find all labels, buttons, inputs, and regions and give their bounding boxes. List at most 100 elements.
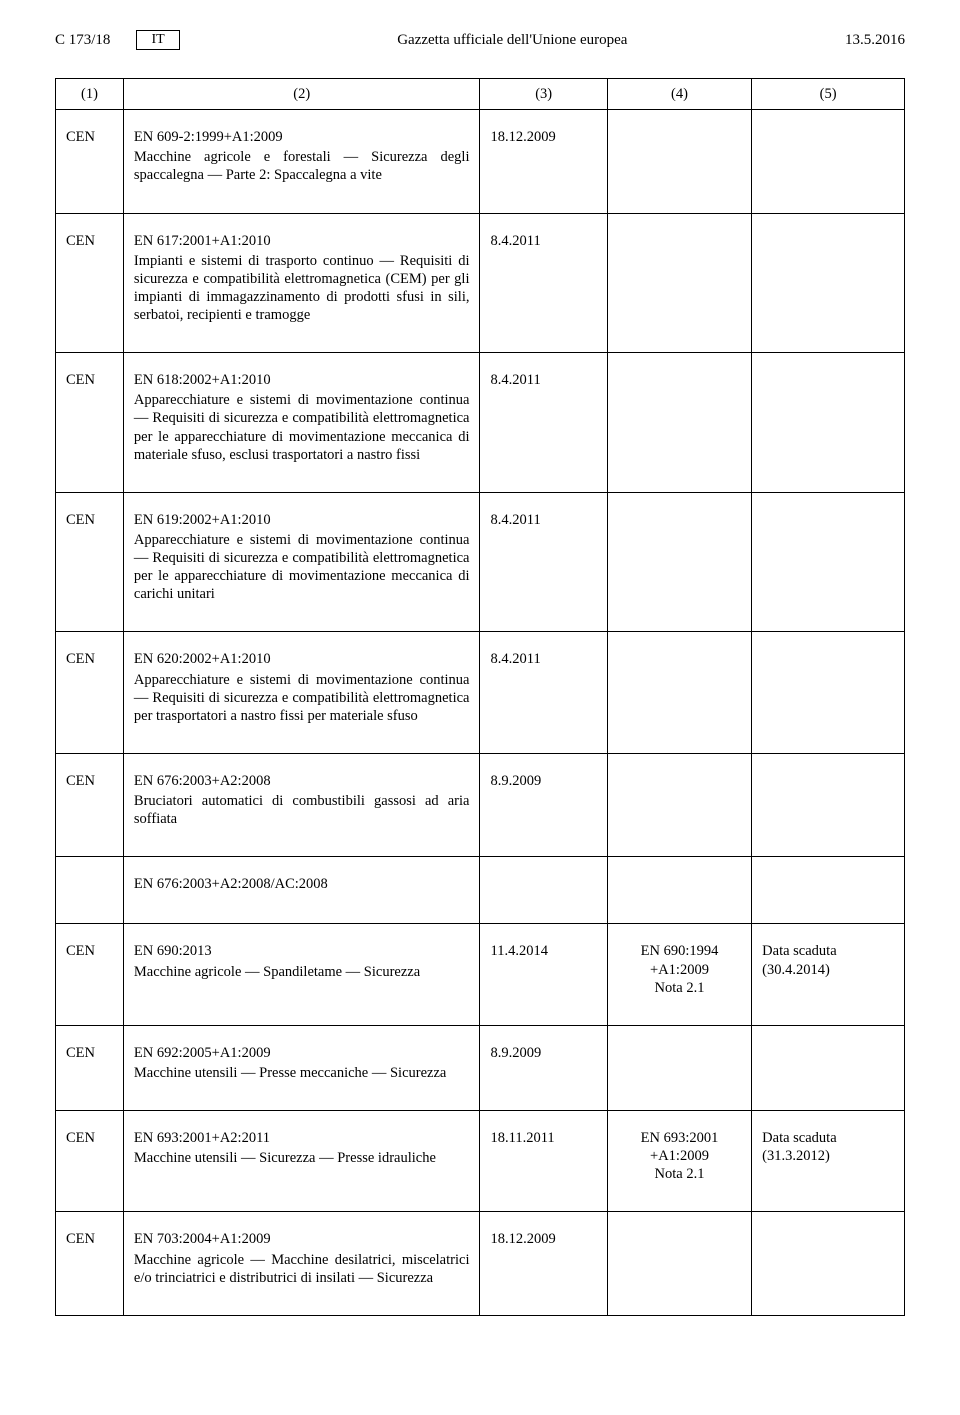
col-header-3: (3): [480, 79, 607, 110]
cell-date: 8.4.2011: [480, 632, 607, 754]
standard-description: Macchine agricole — Spandiletame — Sicur…: [134, 963, 470, 981]
table-row: CEN EN 619:2002+A1:2010 Apparecchiature e …: [56, 492, 905, 632]
cell-superseded: [607, 492, 751, 632]
standard-description: Apparecchiature e sistemi di movimentazi…: [134, 531, 470, 604]
cell-superseded: EN 690:1994+A1:2009Nota 2.1: [607, 924, 751, 1025]
page-reference: C 173/18: [55, 32, 110, 49]
standard-description: Apparecchiature e sistemi di movimentazi…: [134, 391, 470, 464]
cell-expiry: [752, 110, 905, 213]
col-header-1: (1): [56, 79, 124, 110]
header-left: C 173/18 IT: [55, 30, 180, 50]
cell-org: CEN: [56, 753, 124, 856]
cell-date: [480, 857, 607, 924]
table-body: CEN EN 609-2:1999+A1:2009 Macchine agricol…: [56, 110, 905, 1316]
standard-description: Impianti e sistemi di trasporto continuo…: [134, 252, 470, 325]
table-row: CENEN 676:2003+A2:2008Bruciatori automat…: [56, 753, 905, 856]
cell-standard: EN 692:2005+A1:2009 Macchine utensili — P…: [123, 1025, 480, 1110]
table-row: CEN EN 618:2002+A1:2010 Apparecchiature e …: [56, 353, 905, 493]
cell-date: 8.4.2011: [480, 353, 607, 493]
cell-standard: EN 676:2003+A2:2008Bruciatori automatici…: [123, 753, 480, 856]
cell-standard: EN 690:2013 Macchine agricole — Spandilet…: [123, 924, 480, 1025]
col-header-5: (5): [752, 79, 905, 110]
page: C 173/18 IT Gazzetta ufficiale dell'Unio…: [0, 0, 960, 1415]
header-title: Gazzetta ufficiale dell'Unione europea: [180, 32, 845, 49]
table-sub-row: EN 676:2003+A2:2008/AC:2008: [56, 857, 905, 924]
cell-standard: EN 693:2001+A2:2011 Macchine utensili — S…: [123, 1111, 480, 1212]
table-header-row: (1) (2) (3) (4) (5): [56, 79, 905, 110]
standard-description: Macchine agricole — Macchine desilatrici…: [134, 1251, 470, 1287]
page-header: C 173/18 IT Gazzetta ufficiale dell'Unio…: [55, 30, 905, 50]
cell-standard: EN 618:2002+A1:2010 Apparecchiature e sis…: [123, 353, 480, 493]
cell-standard: EN 676:2003+A2:2008/AC:2008: [123, 857, 480, 924]
cell-date: 18.11.2011: [480, 1111, 607, 1212]
cell-date: 8.9.2009: [480, 1025, 607, 1110]
table-row: CEN EN 692:2005+A1:2009 Macchine utensili …: [56, 1025, 905, 1110]
standard-description: Macchine utensili — Sicurezza — Presse i…: [134, 1149, 470, 1167]
cell-date: 18.12.2009: [480, 1212, 607, 1315]
standard-code: EN 617:2001+A1:2010: [134, 232, 470, 250]
table-row: CEN EN 617:2001+A1:2010 Impianti e sistemi…: [56, 213, 905, 353]
cell-expiry: [752, 353, 905, 493]
table-row: CEN EN 609-2:1999+A1:2009 Macchine agricol…: [56, 110, 905, 213]
cell-expiry: [752, 632, 905, 754]
col-header-4: (4): [607, 79, 751, 110]
cell-superseded: [607, 1025, 751, 1110]
standard-code: EN 618:2002+A1:2010: [134, 371, 470, 389]
cell-date: 11.4.2014: [480, 924, 607, 1025]
language-box: IT: [136, 30, 179, 50]
table-row: CEN EN 690:2013 Macchine agricole — Spandi…: [56, 924, 905, 1025]
standard-code: EN 619:2002+A1:2010: [134, 511, 470, 529]
cell-expiry: [752, 753, 905, 856]
standard-code: EN 609-2:1999+A1:2009: [134, 128, 470, 146]
cell-date: 8.4.2011: [480, 492, 607, 632]
cell-standard: EN 617:2001+A1:2010 Impianti e sistemi di…: [123, 213, 480, 353]
cell-org: [56, 857, 124, 924]
cell-date: 18.12.2009: [480, 110, 607, 213]
standard-code: EN 692:2005+A1:2009: [134, 1044, 470, 1062]
cell-standard: EN 619:2002+A1:2010 Apparecchiature e sis…: [123, 492, 480, 632]
table-row: CEN EN 620:2002+A1:2010 Apparecchiature e …: [56, 632, 905, 754]
cell-superseded: [607, 1212, 751, 1315]
cell-org: CEN: [56, 110, 124, 213]
cell-date: 8.4.2011: [480, 213, 607, 353]
header-date: 13.5.2016: [845, 32, 905, 49]
cell-superseded: EN 693:2001+A1:2009Nota 2.1: [607, 1111, 751, 1212]
standard-description: Macchine utensili — Presse meccaniche — …: [134, 1064, 470, 1082]
cell-superseded: [607, 857, 751, 924]
cell-org: CEN: [56, 353, 124, 493]
cell-org: CEN: [56, 632, 124, 754]
cell-standard: EN 703:2004+A1:2009 Macchine agricole — M…: [123, 1212, 480, 1315]
standard-description: Macchine agricole e forestali — Sicurezz…: [134, 148, 470, 184]
cell-expiry: Data scaduta(30.4.2014): [752, 924, 905, 1025]
cell-org: CEN: [56, 1212, 124, 1315]
standards-table: (1) (2) (3) (4) (5) CENEN 609-2:1999+A1:…: [55, 78, 905, 1316]
standard-code: EN 690:2013: [134, 942, 470, 960]
cell-superseded: [607, 110, 751, 213]
cell-org: CEN: [56, 1111, 124, 1212]
cell-superseded: [607, 213, 751, 353]
standard-description: Apparecchiature e sistemi di movimentazi…: [134, 671, 470, 725]
cell-expiry: [752, 1212, 905, 1315]
cell-expiry: [752, 1025, 905, 1110]
standard-code: EN 693:2001+A2:2011: [134, 1129, 470, 1147]
standard-code: EN 620:2002+A1:2010: [134, 650, 470, 668]
standard-code: EN 703:2004+A1:2009: [134, 1230, 470, 1248]
standard-code: EN 676:2003+A2:2008/AC:2008: [134, 875, 470, 893]
cell-expiry: [752, 213, 905, 353]
table-row: CEN EN 693:2001+A2:2011 Macchine utensili …: [56, 1111, 905, 1212]
cell-superseded: [607, 753, 751, 856]
cell-org: CEN: [56, 1025, 124, 1110]
cell-org: CEN: [56, 492, 124, 632]
cell-superseded: [607, 353, 751, 493]
cell-org: CEN: [56, 924, 124, 1025]
cell-standard: EN 620:2002+A1:2010 Apparecchiature e sis…: [123, 632, 480, 754]
cell-org: CEN: [56, 213, 124, 353]
cell-date: 8.9.2009: [480, 753, 607, 856]
cell-superseded: [607, 632, 751, 754]
cell-standard: EN 609-2:1999+A1:2009 Macchine agricole e…: [123, 110, 480, 213]
table-row: CEN EN 703:2004+A1:2009 Macchine agricole …: [56, 1212, 905, 1315]
cell-expiry: [752, 857, 905, 924]
cell-expiry: [752, 492, 905, 632]
standard-description: Bruciatori automatici di combustibili ga…: [134, 792, 470, 828]
col-header-2: (2): [123, 79, 480, 110]
